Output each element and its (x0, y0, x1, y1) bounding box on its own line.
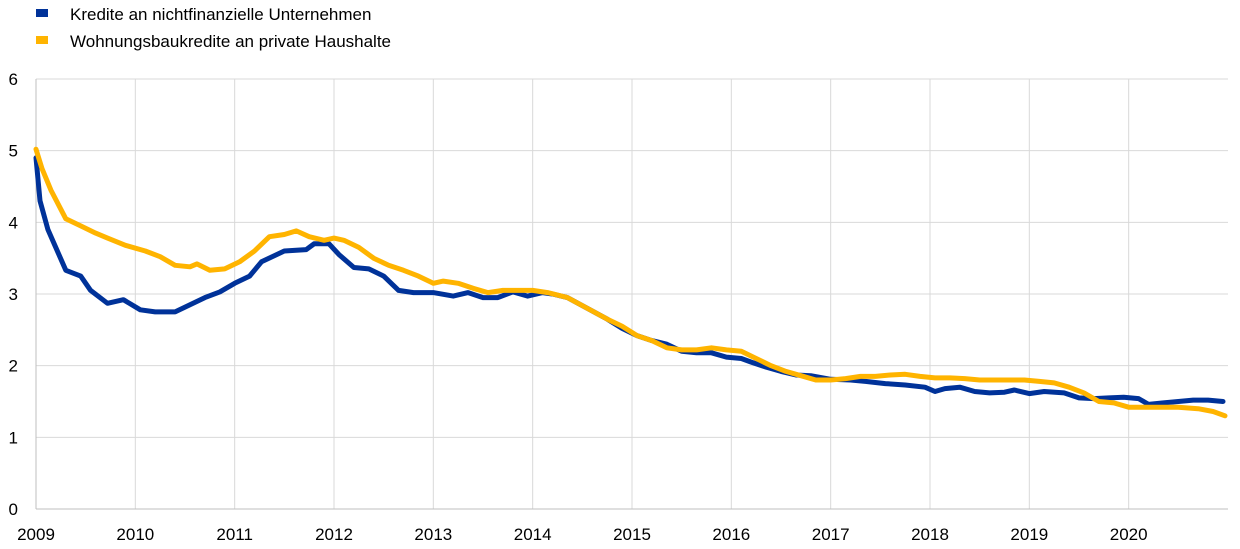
x-tick-label: 2016 (712, 525, 750, 544)
series-line-housing-loans (33, 146, 1228, 419)
y-axis-tick-labels: 0 1 2 3 4 5 6 (9, 70, 18, 519)
x-tick-label: 2019 (1010, 525, 1048, 544)
x-tick-label: 2014 (514, 525, 552, 544)
x-tick-label: 2015 (613, 525, 651, 544)
legend-swatch-housing-loans (36, 36, 48, 44)
legend-item-housing-loans: Wohnungsbaukredite an private Haushalte (36, 32, 391, 51)
y-tick-label: 2 (9, 357, 18, 376)
x-tick-label: 2020 (1110, 525, 1148, 544)
legend: Kredite an nichtfinanzielle Unternehmen … (36, 5, 391, 51)
y-tick-label: 0 (9, 500, 18, 519)
x-tick-label: 2017 (812, 525, 850, 544)
x-axis-tick-labels: 2009 2010 2011 2012 2013 2014 2015 2016 2017 2018… (17, 525, 1147, 544)
y-tick-label: 3 (9, 285, 18, 304)
series-line-nfc-loans (33, 155, 1226, 407)
gridlines (36, 78, 1228, 509)
legend-swatch-nfc-loans (36, 9, 48, 17)
y-tick-label: 6 (9, 70, 18, 89)
x-tick-label: 2012 (315, 525, 353, 544)
legend-label-housing-loans: Wohnungsbaukredite an private Haushalte (70, 32, 391, 51)
series-lines (33, 146, 1228, 419)
x-tick-label: 2013 (414, 525, 452, 544)
x-tick-label: 2010 (116, 525, 154, 544)
x-tick-label: 2018 (911, 525, 949, 544)
legend-item-nfc-loans: Kredite an nichtfinanzielle Unternehmen (36, 5, 371, 24)
x-tick-label: 2009 (17, 525, 55, 544)
x-tick-label: 2011 (216, 525, 253, 544)
y-tick-label: 1 (9, 428, 18, 447)
y-tick-label: 4 (9, 213, 18, 232)
legend-label-nfc-loans: Kredite an nichtfinanzielle Unternehmen (70, 5, 371, 24)
y-tick-label: 5 (9, 142, 18, 161)
